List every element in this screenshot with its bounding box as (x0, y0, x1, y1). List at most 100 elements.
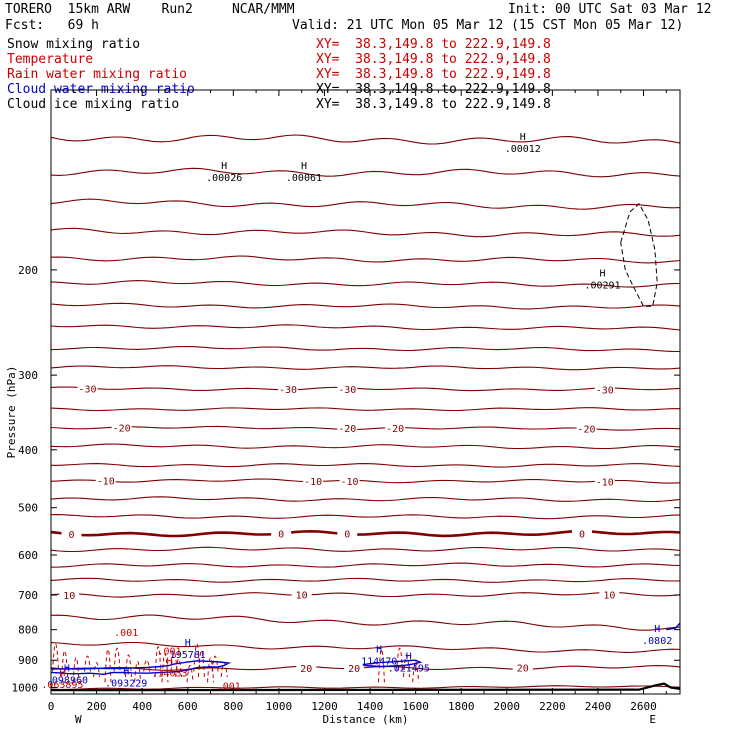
field-name-temperature: Temperature (7, 52, 94, 67)
temperature-contour-label: -20 (113, 424, 131, 435)
x-tick-label: 1400 (357, 700, 384, 713)
x-tick-label: 1600 (402, 700, 429, 713)
max-value-label: .021495 (388, 664, 430, 675)
temperature-contour-label: -10 (596, 477, 614, 488)
contour-label-bg (303, 474, 324, 486)
max-marker: H (64, 664, 70, 675)
max-marker: H (166, 656, 172, 667)
temperature-contour (50, 167, 681, 178)
contour-label-bg (599, 588, 620, 600)
y-tick-label: 400 (18, 444, 38, 457)
temperature-contour (50, 591, 681, 598)
cloud-water-contour (50, 660, 232, 676)
temperature-contour (50, 407, 680, 412)
field-xy-rain: XY= 38.3,149.8 to 222.9,149.8 (316, 67, 551, 82)
field-name-cloud-ice: Cloud ice mixing ratio (7, 97, 180, 112)
x-axis-title: Distance (km) (322, 713, 408, 726)
temperature-contour (50, 641, 681, 653)
contour-label-bg (576, 422, 597, 434)
contour-label-bg (337, 527, 358, 539)
contour-label-bg (337, 382, 358, 394)
temperature-contour (51, 463, 681, 468)
field-xy-snow: XY= 38.3,149.8 to 222.9,149.8 (316, 37, 551, 52)
x-tick-label: 600 (178, 700, 198, 713)
temperature-contour (50, 302, 681, 310)
max-value-label: 195781 (170, 650, 206, 661)
forecast-hour-label: Fcst: 69 h (5, 18, 99, 33)
contour-label-bg (337, 422, 358, 434)
contour-label-bg (95, 474, 116, 486)
temperature-contour (50, 562, 681, 568)
rain-water-contour (134, 661, 142, 683)
rain-water-label: .001 (114, 628, 138, 639)
temperature-contour-label: 0 (579, 529, 585, 540)
model-run-label: TORERO 15km ARW Run2 NCAR/MMM (5, 2, 295, 17)
terrain-line (50, 682, 681, 692)
temperature-contour (50, 386, 681, 392)
y-axis-title: Pressure (hPa) (5, 366, 18, 459)
temperature-contour-label: -10 (97, 476, 115, 487)
cloud-water-contour-east (666, 622, 681, 631)
y-tick-label: 800 (18, 624, 38, 637)
plot-area: -30 -30 -30 -30 -20 -20 -20 -20 -10 -10 -10 -10 0 0 0 0… (41, 132, 681, 693)
contour-label-bg (59, 589, 80, 601)
temperature-contour-label: -30 (596, 385, 614, 396)
max-value-label: .063895 (41, 680, 83, 691)
x-tick-label: 200 (87, 700, 107, 713)
x-tick-label: 2400 (585, 700, 612, 713)
field-xy-cloud-ice: XY= 38.3,149.8 to 222.9,149.8 (316, 97, 551, 112)
rain-water-contour (52, 643, 60, 672)
temperature-contour (50, 478, 681, 484)
rain-water-contour (124, 654, 132, 678)
y-tick-label: 300 (18, 369, 38, 382)
field-xy-temperature: XY= 38.3,149.8 to 222.9,149.8 (316, 52, 551, 67)
contour-label-bg (278, 382, 299, 394)
max-value-label: .00012 (505, 144, 541, 155)
temperature-contour (50, 134, 681, 145)
temperature-contour (50, 546, 681, 553)
contour-label-bg (339, 474, 360, 486)
temperature-contour-label: 0 (278, 530, 284, 541)
max-value-label: .00061 (286, 173, 322, 184)
temperature-contour-label: -20 (338, 424, 356, 435)
x-tick-label: 800 (223, 700, 243, 713)
east-label: E (649, 713, 656, 726)
field-name-rain: Rain water mixing ratio (7, 67, 188, 82)
temperature-contour (50, 514, 681, 520)
temperature-contour-label: -20 (578, 425, 596, 436)
y-tick-label: 1000 (12, 682, 39, 695)
x-tick-label: 1200 (311, 700, 338, 713)
max-value-label: .098960 (46, 676, 88, 687)
max-value-label: .00026 (206, 173, 242, 184)
rain-water-contour (93, 662, 101, 678)
temperature-contour-label: 20 (517, 664, 529, 675)
contour-label-bg (594, 383, 615, 395)
max-value-label: .093229 (105, 678, 147, 689)
max-marker: H (185, 638, 191, 649)
y-tick-label: 600 (18, 549, 38, 562)
y-tick-label: 700 (18, 589, 38, 602)
rain-water-label: .001 (217, 682, 241, 693)
x-tick-label: 2000 (494, 700, 521, 713)
temperature-contour-label: 10 (63, 591, 75, 602)
contour-label-bg (572, 527, 593, 539)
max-marker: H (221, 161, 227, 172)
rain-water-contour (193, 643, 201, 672)
temperature-contour-label: 20 (300, 664, 312, 675)
contour-label-bg (61, 527, 82, 539)
contour-label-bg (385, 422, 406, 434)
max-value-label: 114470 (361, 657, 397, 668)
max-marker: H (654, 624, 660, 635)
contour-label-bg (594, 475, 615, 487)
rain-water-contour (113, 647, 121, 672)
cloud-water-contour (362, 659, 423, 668)
temperature-contour (50, 443, 681, 450)
temperature-contour-label: -10 (304, 477, 322, 488)
temperature-contour (50, 345, 681, 353)
y-tick-label: 200 (18, 264, 38, 277)
cloud-ice-contour (620, 202, 658, 307)
max-marker: H (301, 161, 307, 172)
y-tick-label: 500 (18, 502, 38, 515)
